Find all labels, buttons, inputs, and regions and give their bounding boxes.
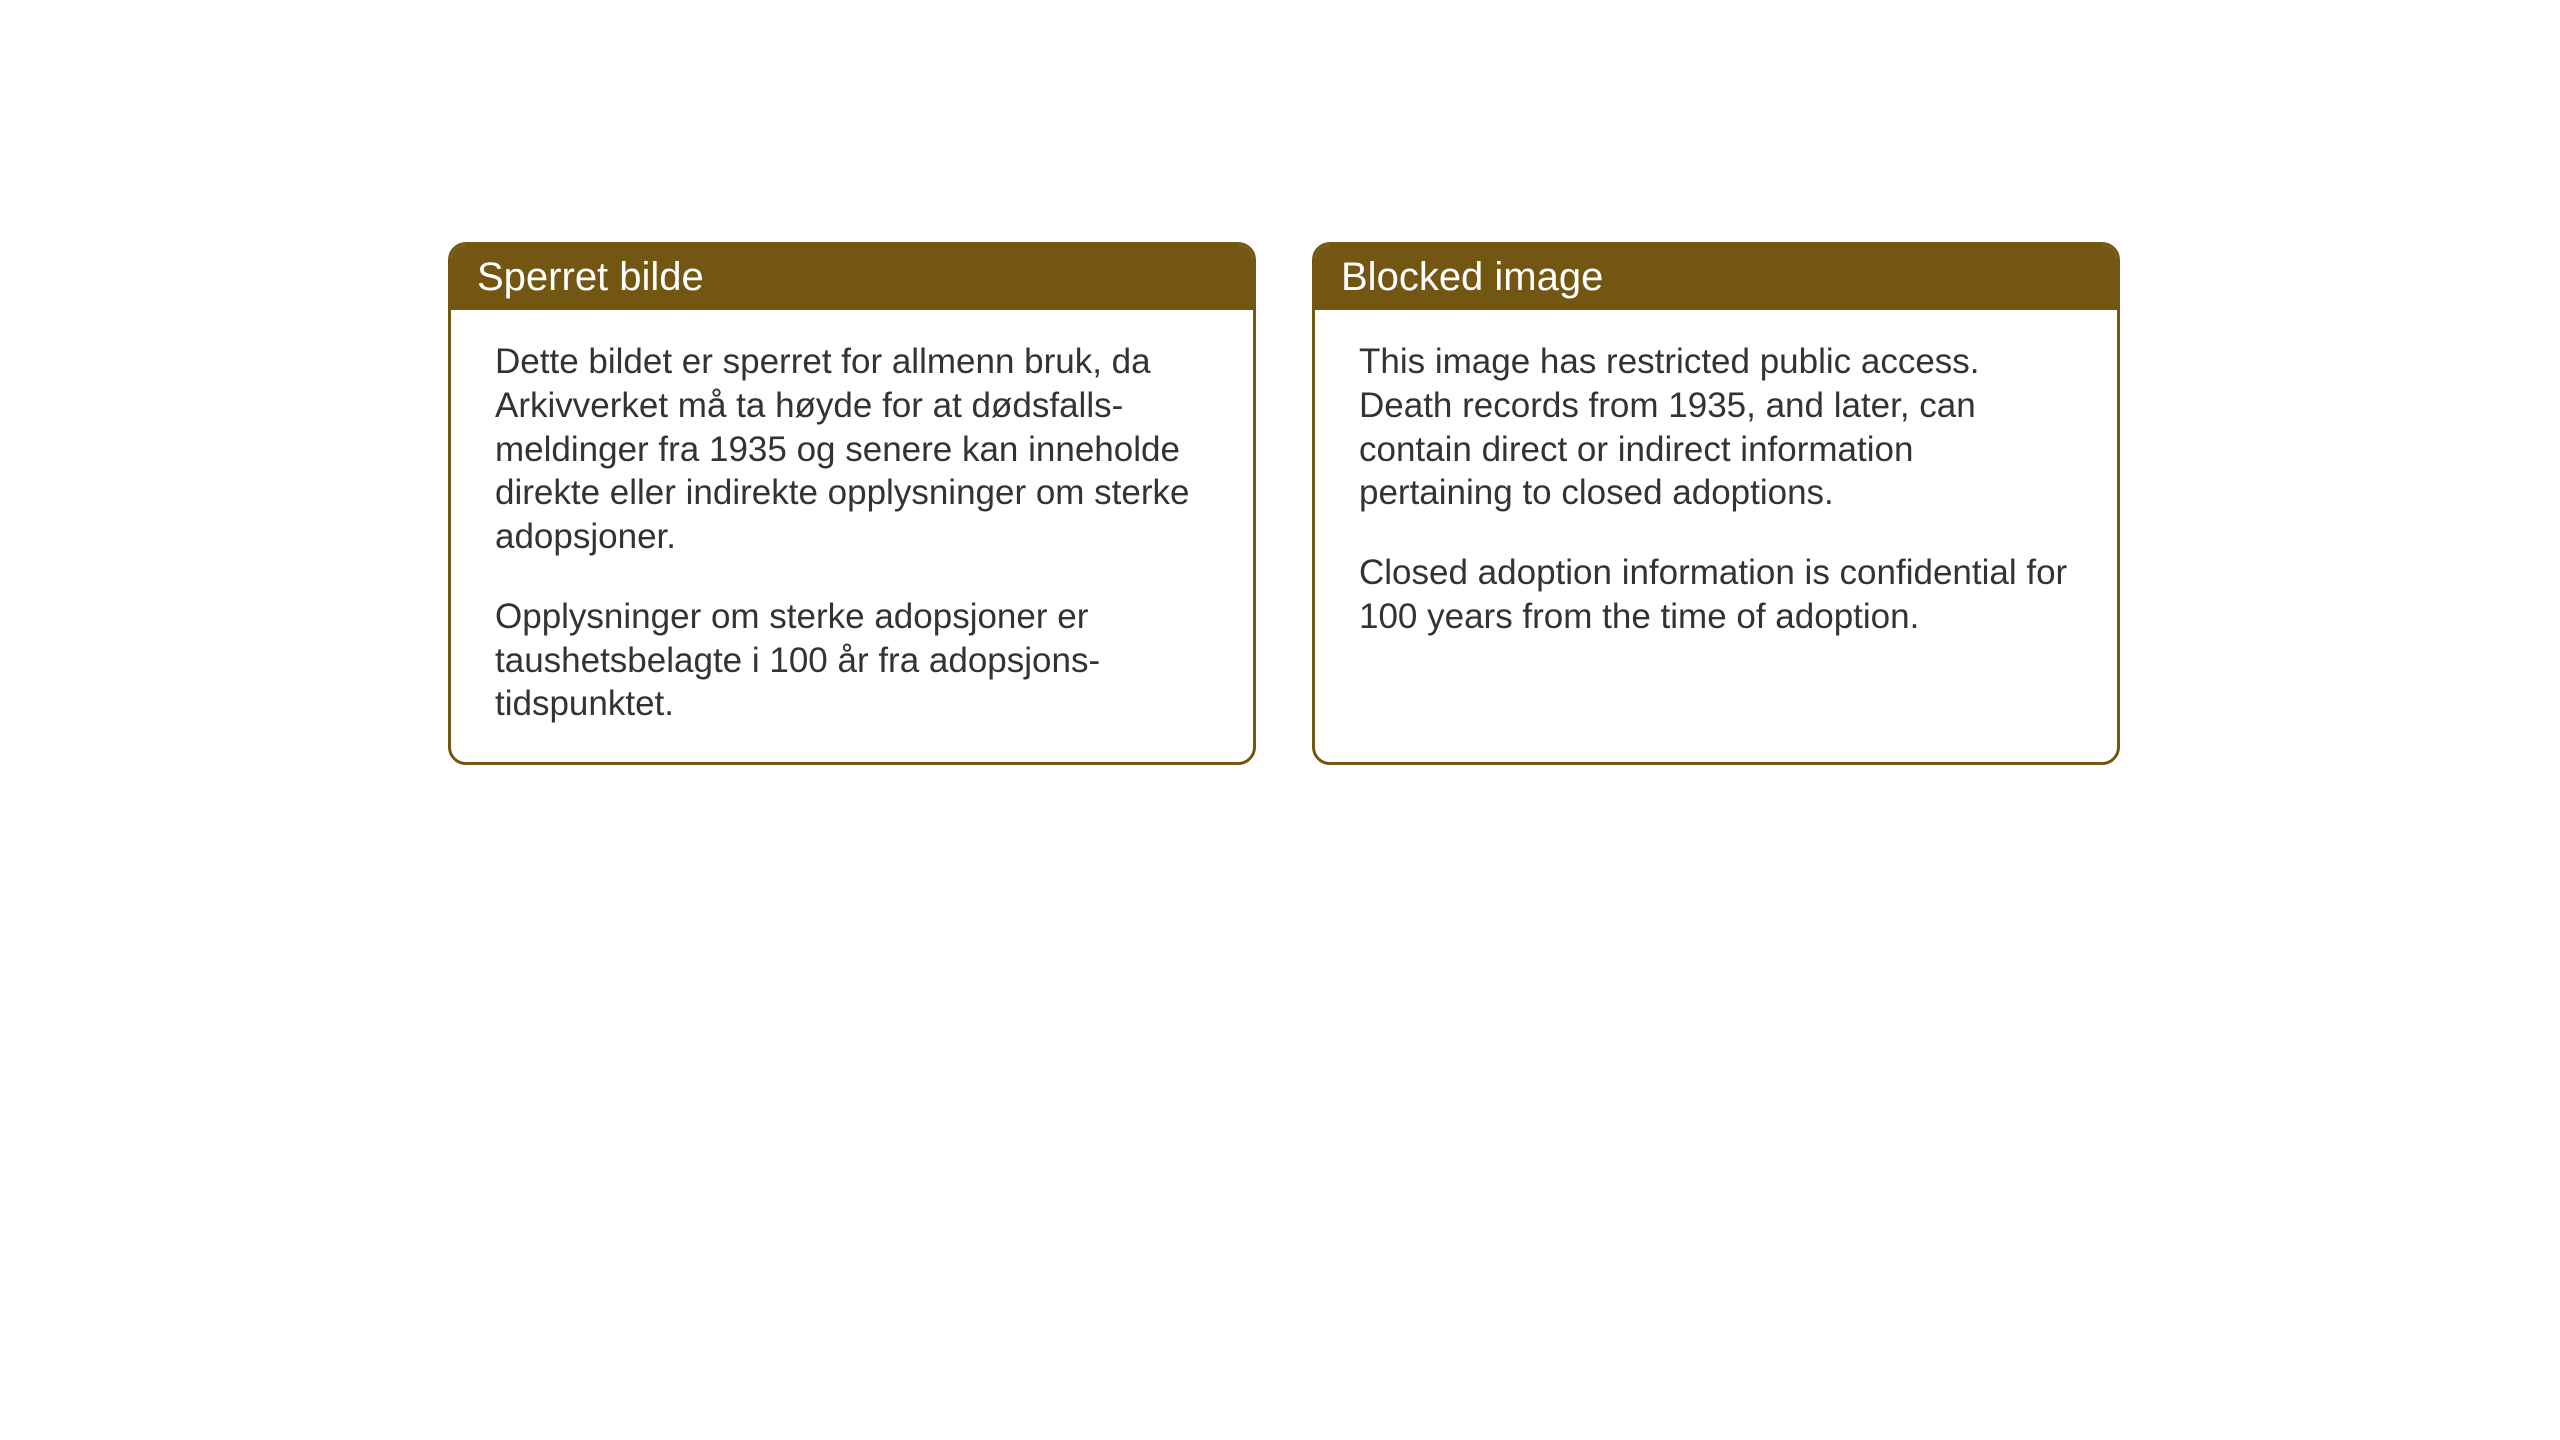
notice-card-english: Blocked image This image has restricted … — [1312, 242, 2120, 765]
card-paragraph-1-norwegian: Dette bildet er sperret for allmenn bruk… — [495, 340, 1209, 559]
card-header-norwegian: Sperret bilde — [451, 245, 1253, 310]
notice-card-norwegian: Sperret bilde Dette bildet er sperret fo… — [448, 242, 1256, 765]
card-body-norwegian: Dette bildet er sperret for allmenn bruk… — [451, 310, 1253, 762]
card-paragraph-2-norwegian: Opplysninger om sterke adopsjoner er tau… — [495, 595, 1209, 726]
card-paragraph-2-english: Closed adoption information is confident… — [1359, 551, 2073, 639]
card-title-english: Blocked image — [1341, 255, 1603, 299]
card-paragraph-1-english: This image has restricted public access.… — [1359, 340, 2073, 515]
card-title-norwegian: Sperret bilde — [477, 255, 704, 299]
card-body-english: This image has restricted public access.… — [1315, 310, 2117, 675]
card-header-english: Blocked image — [1315, 245, 2117, 310]
notice-container: Sperret bilde Dette bildet er sperret fo… — [448, 242, 2120, 765]
